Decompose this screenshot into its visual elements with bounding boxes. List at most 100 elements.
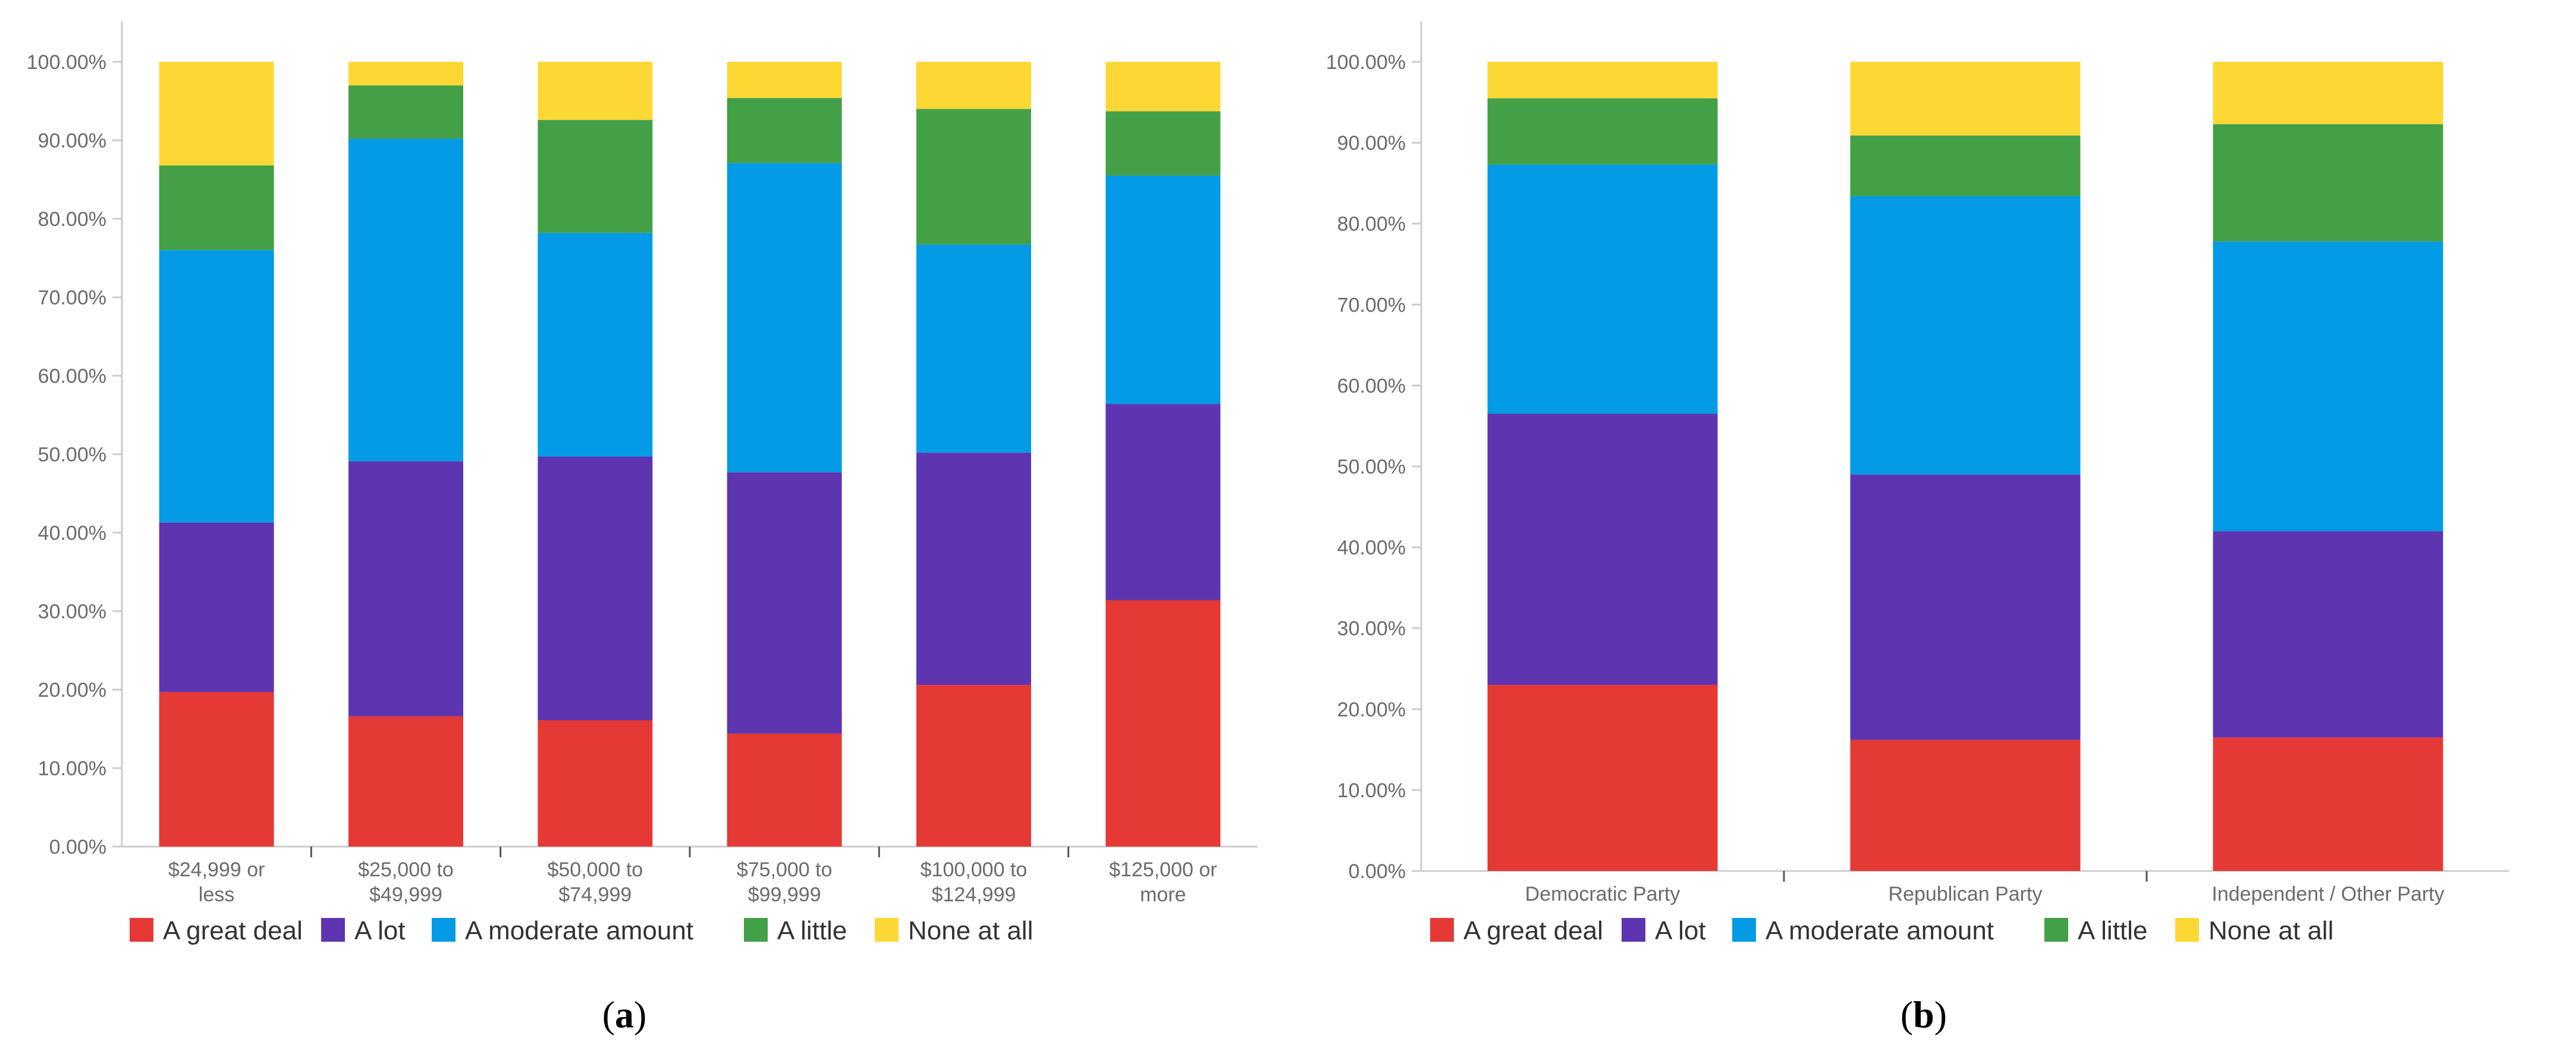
- y-tick-label: 60.00%: [38, 365, 106, 388]
- y-tick-label: 50.00%: [1337, 456, 1406, 479]
- y-tick-label: 80.00%: [38, 208, 106, 231]
- bar-a-moderate-amount-independent-other-party: [2213, 241, 2443, 532]
- y-tick-label: 100.00%: [27, 51, 106, 74]
- y-tick-label: 60.00%: [1337, 375, 1406, 397]
- y-tick-label: 70.00%: [1337, 294, 1406, 316]
- legend-label-a-great-deal: A great deal: [1463, 916, 1603, 945]
- bar-none-at-all-50-000-to-74-999: [538, 62, 653, 120]
- x-tick-label: $25,000 to $49,999: [358, 858, 454, 906]
- bar-a-great-deal-24-999-or-less: [159, 691, 274, 847]
- legend-label-a-lot: A lot: [354, 916, 406, 945]
- bar-none-at-all-100-000-to-124-999: [916, 62, 1031, 109]
- x-tick-label: $125,000 or more: [1109, 858, 1217, 906]
- legend-label-none-at-all: None at all: [908, 916, 1033, 945]
- legend-label-a-little: A little: [2078, 916, 2147, 945]
- legend-swatch-none-at-all: [875, 918, 899, 942]
- bar-none-at-all-125-000-or-more: [1105, 62, 1221, 112]
- bar-a-lot-125-000-or-more: [1105, 404, 1221, 600]
- legend-label-a-lot: A lot: [1655, 916, 1706, 945]
- chart-panel-a: 0.00% 10.00% 20.00% 30.00% 40.00% 50.00% 60.00…: [27, 21, 1258, 1036]
- legend-swatch-a-little: [2044, 918, 2068, 942]
- y-tick-label: 30.00%: [1337, 618, 1406, 640]
- legend-swatch-a-moderate-amount: [1732, 918, 1756, 942]
- bar-a-lot-100-000-to-124-999: [916, 452, 1031, 685]
- x-tick-label: $75,000 to $99,999: [737, 858, 833, 906]
- legend-swatch-a-little: [744, 918, 768, 942]
- legend-swatch-a-moderate-amount: [432, 918, 455, 942]
- y-tick-label: 90.00%: [1337, 132, 1406, 155]
- legend-label-a-moderate-amount: A moderate amount: [465, 916, 693, 945]
- bar-a-little-democratic-party: [1487, 98, 1718, 165]
- y-tick-label: 10.00%: [1337, 779, 1406, 802]
- bar-a-great-deal-republican-party: [1850, 740, 2081, 871]
- bar-a-great-deal-100-000-to-124-999: [916, 685, 1031, 847]
- legend-label-none-at-all: None at all: [2209, 916, 2333, 945]
- y-tick-label: 40.00%: [1337, 537, 1406, 559]
- panel-label: (b): [1900, 993, 1947, 1036]
- bar-a-lot-24-999-or-less: [159, 522, 274, 692]
- y-tick-label: 50.00%: [38, 444, 106, 466]
- bar-a-moderate-amount-125-000-or-more: [1105, 175, 1221, 404]
- legend-swatch-none-at-all: [2175, 918, 2199, 942]
- y-tick-label: 80.00%: [1337, 213, 1406, 235]
- bar-a-little-republican-party: [1850, 135, 2081, 196]
- y-tick-label: 20.00%: [1337, 699, 1406, 721]
- bar-a-moderate-amount-republican-party: [1850, 196, 2081, 475]
- bar-a-great-deal-75-000-to-99-999: [727, 733, 842, 847]
- bar-a-lot-75-000-to-99-999: [727, 472, 842, 734]
- bar-a-little-independent-other-party: [2213, 124, 2443, 242]
- bar-a-lot-democratic-party: [1487, 414, 1718, 685]
- bar-a-little-50-000-to-74-999: [538, 119, 653, 233]
- x-tick-label: $24,999 or less: [168, 858, 265, 906]
- y-tick-label: 30.00%: [38, 600, 106, 623]
- bar-a-moderate-amount-24-999-or-less: [159, 250, 274, 523]
- y-tick-label: 0.00%: [49, 836, 106, 858]
- bar-none-at-all-independent-other-party: [2213, 62, 2443, 124]
- bar-none-at-all-republican-party: [1850, 62, 2081, 136]
- bar-a-lot-50-000-to-74-999: [538, 456, 653, 721]
- legend-label-a-great-deal: A great deal: [163, 916, 303, 945]
- panel-label: (a): [602, 993, 647, 1036]
- bar-none-at-all-democratic-party: [1487, 62, 1718, 99]
- bar-a-moderate-amount-democratic-party: [1487, 164, 1718, 414]
- chart-panel-b: 0.00% 10.00% 20.00% 30.00% 40.00% 50.00% 60.00…: [1326, 21, 2509, 1036]
- y-tick-label: 100.00%: [1326, 51, 1406, 74]
- bar-a-lot-independent-other-party: [2213, 531, 2443, 738]
- bar-a-great-deal-125-000-or-more: [1105, 600, 1221, 847]
- bar-a-lot-republican-party: [1850, 474, 2081, 740]
- x-tick-label: $100,000 to $124,999: [921, 858, 1028, 906]
- bar-none-at-all-24-999-or-less: [159, 62, 274, 166]
- legend-label-a-moderate-amount: A moderate amount: [1765, 916, 1994, 945]
- bar-none-at-all-75-000-to-99-999: [727, 62, 842, 98]
- bar-a-lot-25-000-to-49-999: [348, 461, 463, 716]
- x-tick-label: Independent / Other Party: [2211, 883, 2444, 905]
- y-tick-label: 70.00%: [38, 287, 106, 309]
- bar-a-little-75-000-to-99-999: [727, 98, 842, 163]
- bar-a-little-125-000-or-more: [1105, 111, 1221, 176]
- bar-a-moderate-amount-75-000-to-99-999: [727, 163, 842, 473]
- bar-a-great-deal-25-000-to-49-999: [348, 716, 463, 847]
- legend-swatch-a-lot: [321, 918, 345, 942]
- bar-a-little-100-000-to-124-999: [916, 109, 1031, 245]
- legend-label-a-little: A little: [777, 916, 847, 945]
- legend-swatch-a-great-deal: [1430, 918, 1454, 942]
- bar-none-at-all-25-000-to-49-999: [348, 62, 463, 86]
- bar-a-little-25-000-to-49-999: [348, 85, 463, 139]
- bar-a-great-deal-democratic-party: [1487, 684, 1718, 871]
- bar-a-moderate-amount-25-000-to-49-999: [348, 139, 463, 461]
- bar-a-great-deal-independent-other-party: [2213, 737, 2443, 871]
- bar-a-moderate-amount-50-000-to-74-999: [538, 232, 653, 457]
- y-tick-label: 90.00%: [38, 130, 106, 152]
- bar-a-little-24-999-or-less: [159, 165, 274, 250]
- y-tick-label: 20.00%: [38, 679, 106, 702]
- y-tick-label: 10.00%: [38, 757, 106, 780]
- x-tick-label: Republican Party: [1889, 883, 2043, 905]
- x-tick-label: $50,000 to $74,999: [547, 858, 643, 906]
- bar-a-moderate-amount-100-000-to-124-999: [916, 244, 1031, 453]
- legend-swatch-a-lot: [1622, 918, 1645, 942]
- bar-a-great-deal-50-000-to-74-999: [538, 720, 653, 847]
- x-tick-label: Democratic Party: [1525, 883, 1680, 905]
- y-tick-label: 40.00%: [38, 522, 106, 545]
- legend-swatch-a-great-deal: [130, 918, 153, 942]
